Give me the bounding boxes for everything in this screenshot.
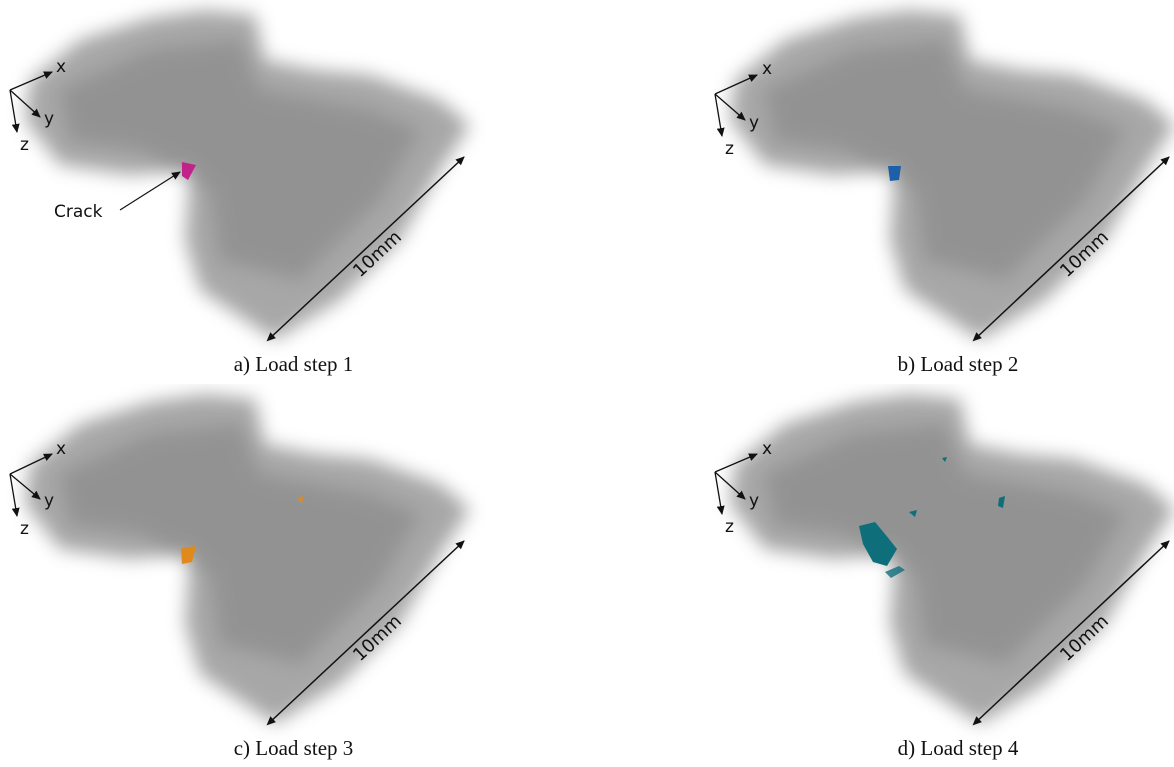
axis-z-label: z bbox=[725, 139, 734, 159]
crack-region bbox=[181, 546, 196, 564]
crack-region bbox=[888, 166, 901, 181]
axis-y-label: y bbox=[44, 491, 54, 511]
crack-region bbox=[859, 522, 897, 566]
volume-render: x y z 10mm bbox=[9, 394, 470, 726]
crack-region bbox=[182, 162, 196, 180]
caption: b) Load step 2 bbox=[897, 352, 1019, 376]
caption: d) Load step 4 bbox=[897, 736, 1019, 760]
axis-z-label: z bbox=[725, 517, 734, 537]
axis-z-label: z bbox=[20, 519, 29, 539]
axis-y-label: y bbox=[44, 109, 54, 129]
caption: c) Load step 3 bbox=[233, 736, 354, 760]
volume-render: x y z Crack 10mm bbox=[9, 10, 470, 342]
axis-x-label: x bbox=[56, 57, 66, 77]
panel-a: x y z Crack 10mm a) Load step 1 bbox=[0, 0, 587, 383]
axis-y-label: y bbox=[749, 491, 759, 511]
crack-label: Crack bbox=[54, 202, 103, 222]
panel-b: x y z 10mm b) Load step 2 bbox=[587, 0, 1174, 383]
volume-render: x y z 10mm bbox=[714, 394, 1174, 726]
volume-render: x y z 10mm bbox=[714, 10, 1174, 342]
panel-d: x y z 10mm d) Load step 4 bbox=[587, 384, 1174, 767]
panel-c: x y z 10mm c) Load step 3 bbox=[0, 384, 587, 767]
axis-x-label: x bbox=[56, 439, 66, 459]
caption: a) Load step 1 bbox=[233, 352, 354, 376]
axis-z-label: z bbox=[20, 135, 29, 155]
axis-x-label: x bbox=[762, 439, 772, 459]
axis-x-label: x bbox=[762, 59, 772, 79]
axis-y-label: y bbox=[749, 113, 759, 133]
